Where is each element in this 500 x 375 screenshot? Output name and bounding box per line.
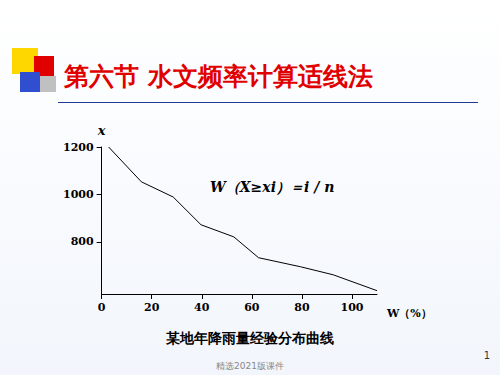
svg-text:100: 100 xyxy=(340,301,363,314)
svg-text:40: 40 xyxy=(194,301,210,314)
svg-text:80: 80 xyxy=(294,301,310,314)
svg-text:0: 0 xyxy=(98,301,106,314)
svg-text:60: 60 xyxy=(244,301,260,314)
svg-text:1000: 1000 xyxy=(63,188,94,201)
svg-text:W（%）: W（%） xyxy=(386,307,432,320)
svg-text:800: 800 xyxy=(71,235,94,248)
html-text:某地年降雨量经验分布曲线: 某地年降雨量经验分布曲线 xyxy=(166,330,334,346)
html-text:1: 1 xyxy=(483,350,490,361)
svg-text:x: x xyxy=(97,123,106,138)
svg-text:W（X≥xi）＝i / n: W（X≥xi）＝i / n xyxy=(210,179,334,195)
svg-text:1200: 1200 xyxy=(63,141,94,154)
svg-text:20: 20 xyxy=(144,301,160,314)
html-text:第六节 水文频率计算适线法: 第六节 水文频率计算适线法 xyxy=(64,62,373,91)
html-text:精选2021版课件: 精选2021版课件 xyxy=(216,361,284,371)
